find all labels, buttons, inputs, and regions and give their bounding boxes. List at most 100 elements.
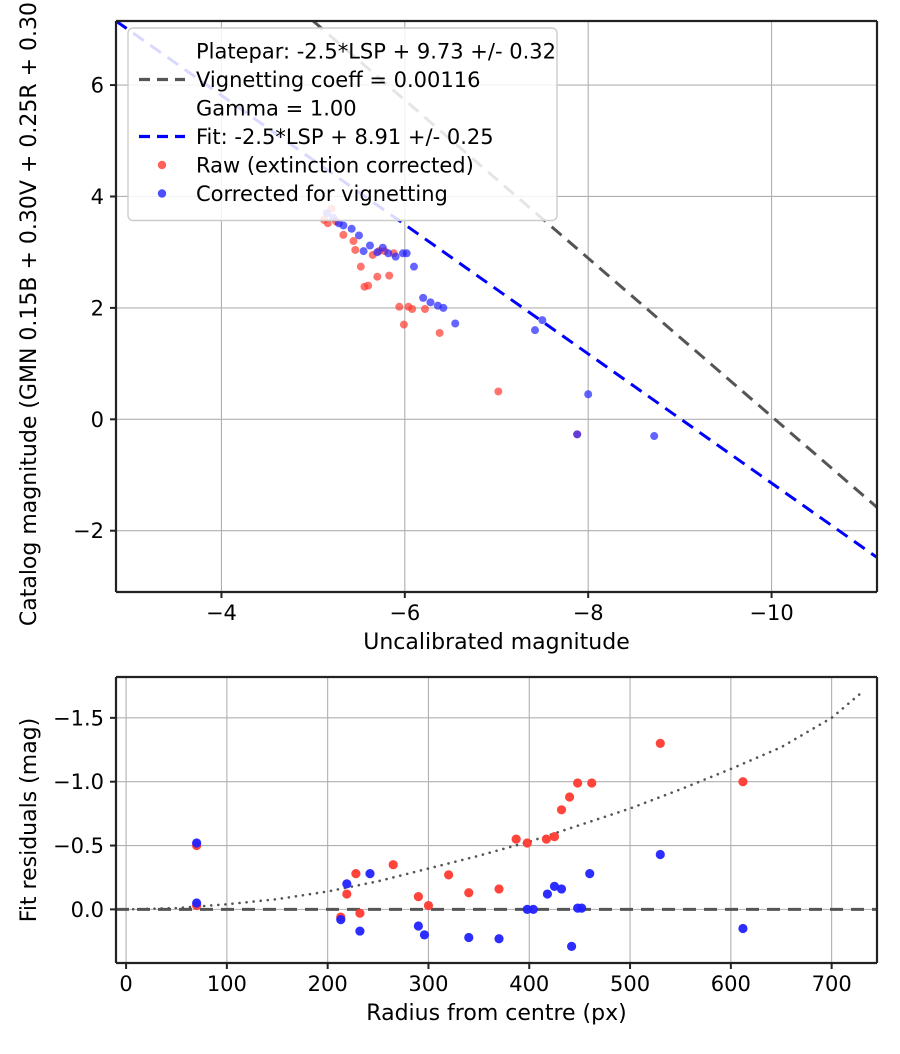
tick-label-x: 200 xyxy=(308,972,348,996)
data-point xyxy=(494,934,504,944)
tick-label-x: −6 xyxy=(389,601,420,625)
data-point xyxy=(542,889,553,899)
series-corrected-for-vignetting xyxy=(192,838,748,952)
tick-label-x: 700 xyxy=(812,972,852,996)
data-point xyxy=(359,247,368,256)
data-point xyxy=(538,316,547,325)
legend-entry-label: Platepar: -2.5*LSP + 9.73 +/- 0.32 xyxy=(196,40,556,64)
data-point xyxy=(564,792,575,802)
axes-fit-residuals: 0 100 200 300 400 500 600 700 0.0 −0.5 −1.0 −1.5 Rad… xyxy=(17,675,879,1026)
data-point xyxy=(464,888,474,898)
data-point xyxy=(655,849,665,860)
data-point xyxy=(584,390,593,399)
data-point xyxy=(655,738,665,748)
data-point xyxy=(351,245,360,254)
data-point xyxy=(336,914,346,925)
data-point xyxy=(566,941,577,952)
legend-entry: Gamma = 1.00 xyxy=(196,97,357,121)
data-point xyxy=(373,272,382,281)
tick-label-x: 100 xyxy=(207,972,247,996)
data-point xyxy=(323,219,332,228)
legend-dot-swatch xyxy=(157,189,167,198)
data-point xyxy=(351,869,361,879)
data-point xyxy=(549,881,560,891)
axes-photometric-calibration: −4 −6 −8 −10 −2 0 2 4 6 Uncalibrated magnitude Cat… xyxy=(17,0,879,655)
tick-label-y: 0.0 xyxy=(71,898,104,922)
data-point xyxy=(577,903,587,913)
data-point xyxy=(342,889,352,899)
data-point xyxy=(738,777,748,787)
data-point xyxy=(573,430,582,439)
plot-background xyxy=(116,677,877,963)
legend-entry-label: Vignetting coeff = 0.00116 xyxy=(196,68,480,92)
data-point xyxy=(339,230,348,239)
data-point xyxy=(522,838,532,848)
tick-label-y: 6 xyxy=(91,74,104,98)
legend-entry-label: Gamma = 1.00 xyxy=(196,97,357,121)
data-point xyxy=(451,319,460,328)
tick-layer: −4 −6 −8 −10 −2 0 2 4 6 xyxy=(73,74,794,625)
tick-label-y: −1.0 xyxy=(53,770,104,794)
tick-layer: 0 100 200 300 400 500 600 700 0.0 −0.5 −1.0 −1.5 xyxy=(53,706,852,996)
data-point xyxy=(192,838,202,848)
axis-spines xyxy=(114,19,879,594)
legend-entry: Vignetting coeff = 0.00116 xyxy=(139,68,480,92)
data-point xyxy=(556,805,567,815)
data-point xyxy=(511,834,521,844)
legend-entry: Corrected for vignetting xyxy=(157,182,448,206)
data-point xyxy=(378,243,387,252)
data-point xyxy=(395,302,404,311)
data-point xyxy=(464,932,474,943)
data-point xyxy=(423,900,434,911)
tick-label-y: 2 xyxy=(91,296,104,320)
data-point xyxy=(354,231,363,240)
data-point xyxy=(587,778,597,788)
tick-label-y: −0.5 xyxy=(53,834,104,858)
data-point xyxy=(409,262,418,271)
series-raw-extinction-corrected xyxy=(192,738,748,922)
tick-label-x: 400 xyxy=(509,972,549,996)
data-point xyxy=(408,305,417,314)
legend-dot-swatch xyxy=(157,160,167,170)
legend-entry: Platepar: -2.5*LSP + 9.73 +/- 0.32 xyxy=(196,40,556,64)
data-point xyxy=(444,870,454,880)
data-point xyxy=(528,904,538,914)
tick-label-x: −8 xyxy=(573,601,604,625)
data-point xyxy=(650,432,659,441)
data-point xyxy=(426,298,435,307)
axis-spines xyxy=(114,675,879,965)
data-layer xyxy=(116,691,877,952)
legend-entry-label: Corrected for vignetting xyxy=(196,182,448,206)
xaxis-label: Radius from centre (px) xyxy=(366,1001,626,1026)
data-point xyxy=(585,869,595,879)
data-point xyxy=(556,884,567,894)
data-point xyxy=(419,293,428,302)
data-point xyxy=(413,921,423,931)
legend-box xyxy=(127,27,558,222)
data-point xyxy=(531,326,540,335)
data-point xyxy=(541,834,551,844)
data-point xyxy=(385,271,394,280)
data-point xyxy=(356,262,365,271)
tick-label-y: 0 xyxy=(91,408,104,432)
xaxis-label: Uncalibrated magnitude xyxy=(363,630,629,655)
data-point xyxy=(399,320,408,329)
tick-label-x: 0 xyxy=(119,972,132,996)
data-point xyxy=(192,898,202,908)
data-point xyxy=(549,832,560,842)
data-point xyxy=(342,879,352,889)
legend-entry: Raw (extinction corrected) xyxy=(157,154,474,178)
yaxis-label: Catalog magnitude (GMN 0.15B + 0.30V + 0… xyxy=(17,0,42,626)
line-platepar-2-5-lsp-9-73-0-32 xyxy=(312,21,877,509)
tick-label-x: −4 xyxy=(206,601,237,625)
data-point xyxy=(384,249,393,258)
data-point xyxy=(347,224,356,233)
data-point xyxy=(339,221,348,230)
line-vignetting-model-curve xyxy=(124,691,864,911)
tick-label-y: 4 xyxy=(91,185,104,209)
tick-label-y: −1.5 xyxy=(53,706,104,730)
tick-label-y: −2 xyxy=(73,519,104,543)
tick-label-x: 600 xyxy=(711,972,751,996)
